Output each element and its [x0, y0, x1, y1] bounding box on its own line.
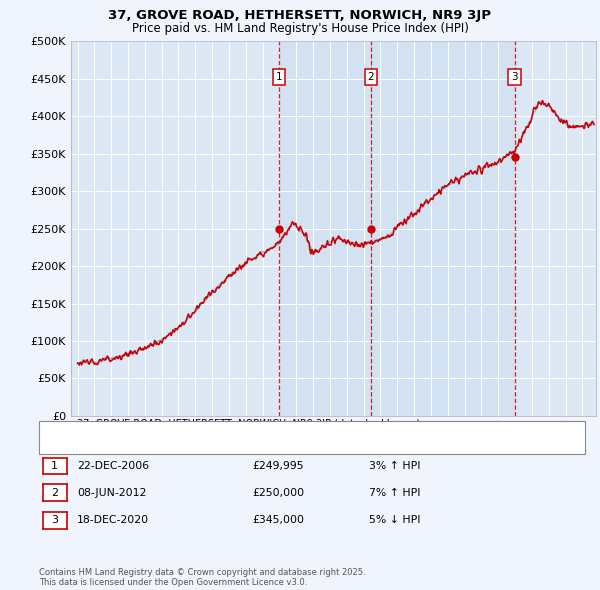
Bar — [279, 41, 515, 416]
Text: 7% ↑ HPI: 7% ↑ HPI — [369, 488, 421, 497]
Text: 1: 1 — [51, 461, 58, 471]
Text: 5% ↓ HPI: 5% ↓ HPI — [369, 516, 421, 525]
Text: 18-DEC-2020: 18-DEC-2020 — [77, 516, 149, 525]
Text: 2: 2 — [51, 488, 58, 497]
Text: £249,995: £249,995 — [252, 461, 304, 471]
Text: 08-JUN-2012: 08-JUN-2012 — [77, 488, 146, 497]
Text: 3% ↑ HPI: 3% ↑ HPI — [369, 461, 421, 471]
Text: £250,000: £250,000 — [252, 488, 304, 497]
Text: Price paid vs. HM Land Registry's House Price Index (HPI): Price paid vs. HM Land Registry's House … — [131, 22, 469, 35]
Text: 1: 1 — [275, 72, 282, 82]
Text: HPI: Average price, detached house, South Norfolk: HPI: Average price, detached house, Sout… — [77, 438, 324, 448]
Text: Contains HM Land Registry data © Crown copyright and database right 2025.
This d: Contains HM Land Registry data © Crown c… — [39, 568, 365, 587]
Text: 3: 3 — [51, 516, 58, 525]
Text: 22-DEC-2006: 22-DEC-2006 — [77, 461, 149, 471]
Text: 2: 2 — [368, 72, 374, 82]
Text: £345,000: £345,000 — [252, 516, 304, 525]
Text: 3: 3 — [511, 72, 518, 82]
Text: 37, GROVE ROAD, HETHERSETT, NORWICH, NR9 3JP: 37, GROVE ROAD, HETHERSETT, NORWICH, NR9… — [109, 9, 491, 22]
Text: 37, GROVE ROAD, HETHERSETT, NORWICH, NR9 3JP (detached house): 37, GROVE ROAD, HETHERSETT, NORWICH, NR9… — [77, 419, 420, 429]
